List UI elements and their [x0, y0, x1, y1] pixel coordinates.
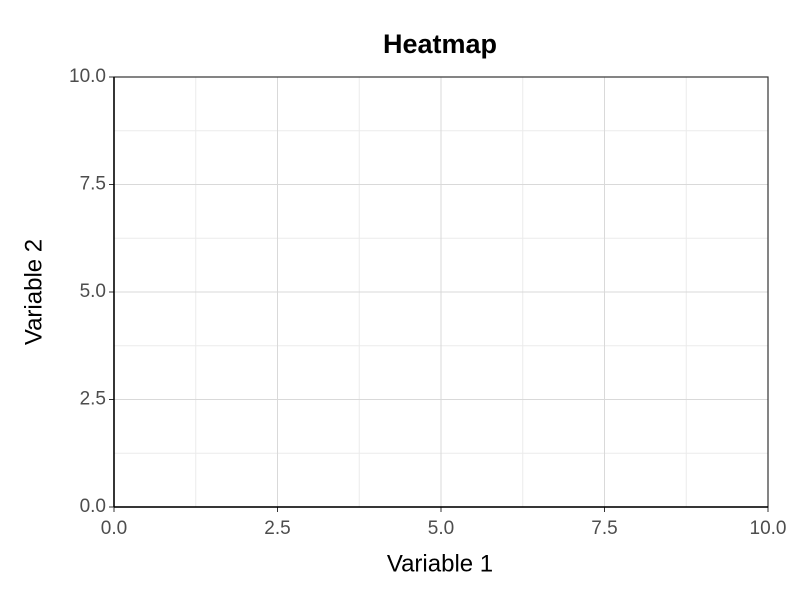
x-axis-label: Variable 1 — [387, 550, 493, 577]
x-tick-label: 2.5 — [264, 518, 290, 539]
y-tick-label: 2.5 — [80, 389, 106, 410]
y-axis-label: Variable 2 — [20, 239, 47, 345]
x-tick-label: 7.5 — [591, 518, 617, 539]
x-tick-label: 5.0 — [428, 518, 454, 539]
y-tick-label: 7.5 — [80, 174, 106, 195]
x-tick-label: 10.0 — [750, 518, 787, 539]
y-tick-label: 0.0 — [80, 496, 106, 517]
chart-title: Heatmap — [383, 29, 497, 59]
x-tick-label: 0.0 — [101, 518, 127, 539]
y-tick-label: 10.0 — [69, 66, 106, 87]
y-tick-label: 5.0 — [80, 281, 106, 302]
